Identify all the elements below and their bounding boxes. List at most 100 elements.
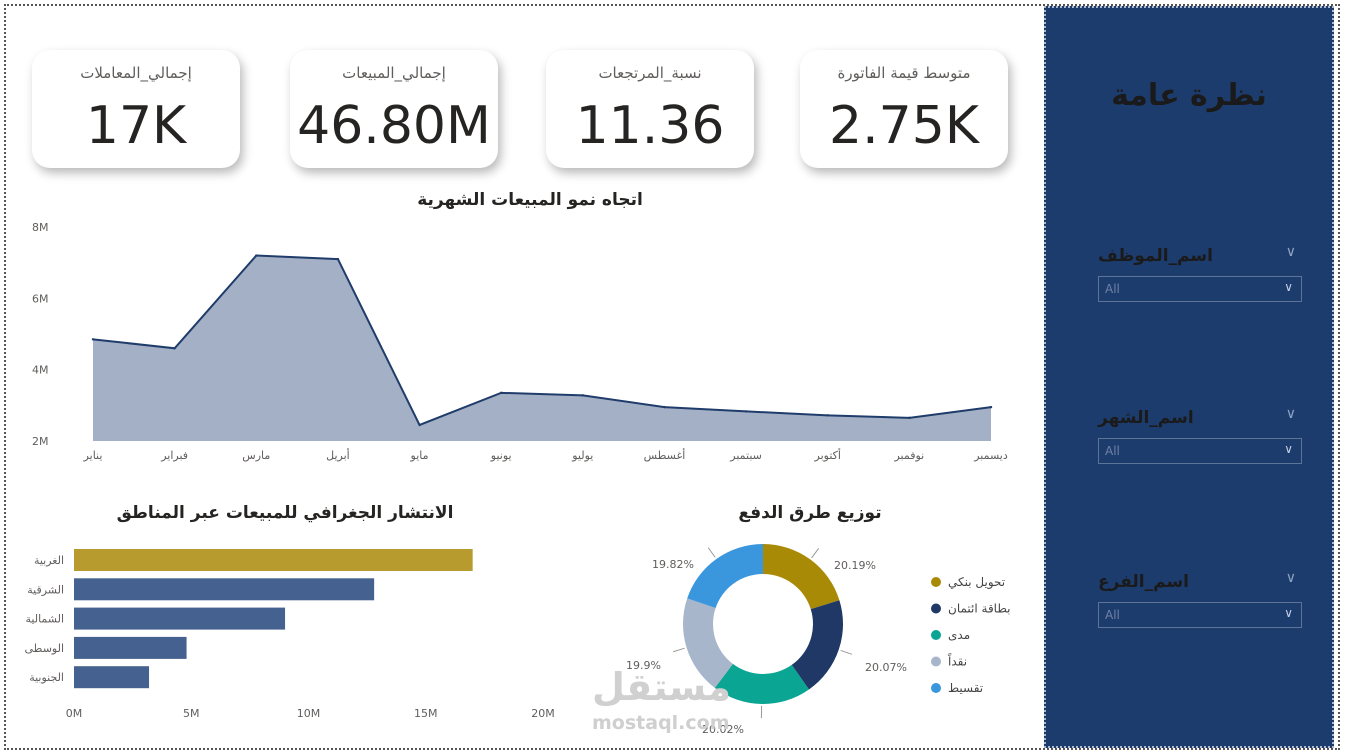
x-tick-label: 15M [414, 707, 438, 720]
chevron-down-icon: ∨ [1284, 606, 1293, 620]
kpi-label: متوسط قيمة الفاتورة [837, 64, 971, 82]
x-tick-label: مايو [410, 449, 429, 462]
data-point [336, 257, 340, 261]
x-tick-label: 0M [66, 707, 83, 720]
x-tick-label: أغسطس [644, 448, 686, 462]
bar [74, 607, 286, 630]
donut-slice [683, 598, 733, 688]
kpi-label: نسبة_المرتجعات [598, 64, 702, 82]
area-fill [93, 255, 991, 441]
donut-chart-title: توزيع طرق الدفع [738, 503, 882, 523]
data-point [255, 254, 258, 257]
x-tick-label: 10M [297, 707, 321, 720]
slicer-dropdown[interactable]: All ∨ [1098, 276, 1302, 302]
data-point [663, 405, 666, 409]
chevron-down-icon: ∨ [1284, 442, 1293, 456]
data-point [826, 414, 829, 417]
slicer-branch[interactable]: اسم_الفرع ∨ All ∨ [1098, 568, 1302, 628]
slicer-employee[interactable]: اسم_الموظف ∨ All ∨ [1098, 242, 1302, 302]
slicer-label: اسم_الشهر [1098, 408, 1194, 428]
bar [74, 549, 473, 571]
donut-slice [763, 544, 840, 610]
x-tick-label: أكتوبر [814, 448, 841, 462]
slicer-value: All [1105, 608, 1120, 622]
legend-label: تحويل بنكي [948, 575, 1005, 590]
kpi-value: 46.80M [297, 96, 491, 156]
slicer-dropdown[interactable]: All ∨ [1098, 438, 1302, 464]
kpi-card-avg-invoice[interactable]: متوسط قيمة الفاتورة 2.75K [800, 50, 1008, 168]
kpi-card-transactions[interactable]: إجمالي_المعاملات 17K [32, 50, 240, 168]
category-label: الشرقية [27, 583, 64, 596]
leader-line [707, 547, 716, 558]
slicer-dropdown[interactable]: All ∨ [1098, 602, 1302, 628]
kpi-value: 2.75K [829, 96, 979, 156]
kpi-label: إجمالي_المبيعات [342, 64, 446, 82]
legend-marker [931, 577, 941, 587]
slice-value-label: 20.19% [834, 559, 876, 572]
bar [74, 666, 150, 689]
bar [74, 636, 187, 659]
dashboard-frame [4, 4, 1340, 750]
category-label: الوسطى [25, 642, 65, 655]
data-point [91, 338, 95, 341]
category-label: الشمالية [26, 613, 65, 626]
slice-value-label: 20.02% [702, 723, 744, 736]
x-tick-label: 20M [531, 707, 555, 720]
x-tick-label: يناير [83, 449, 103, 462]
data-point [908, 416, 911, 420]
slicer-label: اسم_الفرع [1098, 572, 1190, 592]
x-tick-label: أبريل [326, 448, 350, 462]
slicer-label: اسم_الموظف [1098, 246, 1213, 266]
watermark-url: mostaql.com [592, 712, 730, 734]
slice-value-label: 19.82% [652, 558, 694, 571]
x-tick-label: سبتمبر [729, 449, 762, 462]
x-tick-label: نوفمبر [893, 449, 924, 462]
kpi-value: 11.36 [575, 96, 725, 156]
legend-label: مدى [948, 628, 970, 642]
leader-line [840, 649, 853, 655]
payment-methods-donut-chart[interactable]: 20.19% 20.07% 20.02% 19.9% 19.82% تحويل بنكي ب… [620, 540, 1030, 740]
legend-marker [931, 603, 941, 614]
slicer-value: All [1105, 444, 1120, 458]
legend-label: تقسيط [948, 681, 983, 695]
y-tick-label: 2M [32, 435, 49, 448]
area-chart-title: اتجاه نمو المبيعات الشهرية [417, 190, 643, 210]
x-tick-label: فبراير [160, 449, 188, 462]
legend-marker [931, 630, 941, 640]
legend-label: بطاقة ائتمان [948, 602, 1011, 616]
chevron-down-icon[interactable]: ∨ [1285, 406, 1296, 422]
y-tick-label: 4M [32, 364, 49, 377]
y-tick-label: 6M [32, 292, 49, 305]
data-point [744, 410, 748, 413]
donut-slice [791, 600, 843, 690]
sidebar-title: نظرة عامة [1111, 78, 1267, 113]
x-tick-label: ديسمبر [973, 449, 1008, 462]
sidebar-panel: نظرة عامة اسم_الموظف ∨ All ∨ اسم_الشهر ∨… [1044, 6, 1334, 748]
slicer-value: All [1105, 282, 1120, 296]
chevron-down-icon: ∨ [1284, 280, 1293, 294]
kpi-card-returns-rate[interactable]: نسبة_المرتجعات 11.36 [546, 50, 754, 168]
slice-value-label: 19.9% [626, 659, 661, 672]
category-label: الجنوبية [29, 671, 64, 684]
data-point [418, 423, 421, 427]
chevron-down-icon[interactable]: ∨ [1285, 244, 1296, 260]
kpi-value: 17K [85, 96, 187, 156]
series-line [92, 254, 992, 427]
data-point [499, 391, 503, 395]
donut-slice [714, 663, 809, 704]
regional-sales-bar-chart[interactable]: الغربية الشرقية الشمالية الوسطى الجنوبية 0M 5M… [10, 540, 570, 726]
x-tick-label: 5M [183, 707, 200, 720]
kpi-card-total-sales[interactable]: إجمالي_المبيعات 46.80M [290, 50, 498, 168]
x-tick-label: يوليو [571, 449, 593, 462]
slicer-month[interactable]: اسم_الشهر ∨ All ∨ [1098, 404, 1302, 464]
data-point [989, 405, 993, 409]
monthly-sales-area-chart[interactable]: 2M 4M 6M 8M يناير فبراير مارس أبريل مايو يونيو يول… [20, 214, 1030, 470]
chevron-down-icon[interactable]: ∨ [1285, 570, 1296, 586]
data-point [581, 394, 585, 397]
legend-marker [931, 656, 941, 667]
category-label: الغربية [34, 554, 64, 567]
watermark-logo: مستقل [592, 665, 731, 709]
donut-slice [687, 544, 763, 609]
legend-label: نقداً [948, 653, 967, 669]
slice-value-label: 20.07% [865, 661, 907, 674]
